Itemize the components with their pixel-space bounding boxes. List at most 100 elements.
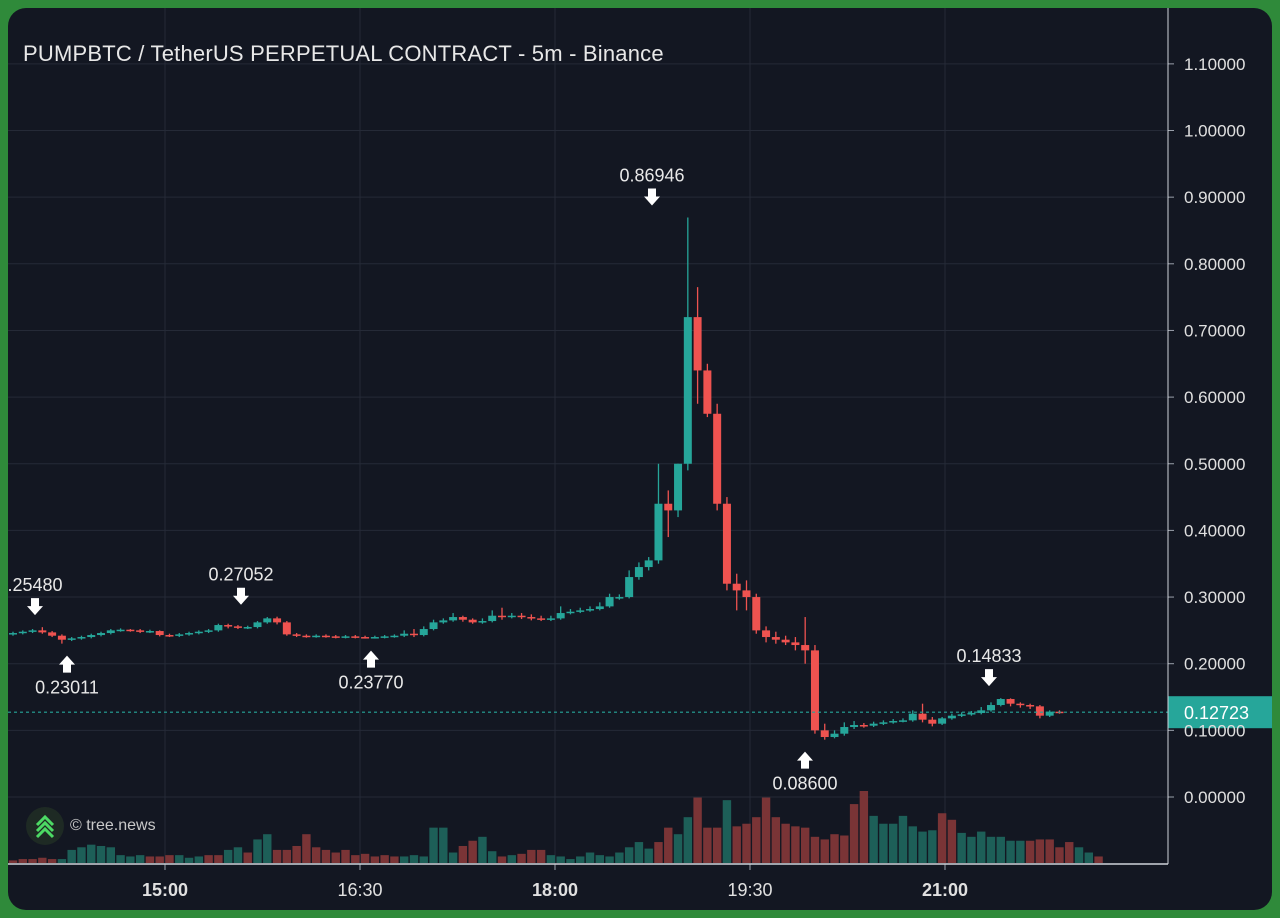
volume-bar: [908, 826, 917, 863]
price-annotations: 0.25480 0.23011 0.27052 0.23770 0.86946 0.086…: [8, 166, 1022, 794]
annotation-low: 0.23011: [35, 655, 99, 698]
volume-bar: [1045, 839, 1054, 863]
volume-bar: [742, 823, 751, 863]
candle-body: [791, 642, 800, 646]
candle: [840, 722, 849, 736]
candle: [321, 634, 330, 638]
volume-bar: [957, 832, 966, 863]
candlestick-chart[interactable]: 0.12723 0.25480 0.23011 0.27052 0.23770 0.86…: [8, 8, 1272, 910]
candle-body: [233, 626, 242, 628]
candle: [67, 637, 76, 642]
volume-bar: [96, 845, 106, 863]
volume-bar: [722, 800, 732, 863]
y-tick-label: 1.10000: [1184, 55, 1245, 74]
volume-bar: [380, 855, 389, 863]
candle: [898, 718, 907, 723]
candle-body: [576, 610, 585, 612]
candle: [145, 629, 154, 634]
volume-bar: [331, 852, 340, 863]
volume-bar: [791, 826, 800, 863]
volume-bar: [1074, 847, 1084, 863]
candle-body: [830, 733, 839, 738]
volume-bar: [87, 844, 96, 863]
chart-title: PUMPBTC / TetherUS PERPETUAL CONTRACT - …: [23, 41, 664, 66]
x-tick-label: 15:00: [142, 880, 188, 900]
annotation-high: 0.25480: [8, 575, 63, 616]
volume-bar: [664, 827, 673, 863]
volume-bar: [351, 855, 360, 863]
tree-news-logo-icon: [26, 807, 64, 845]
candle-body: [97, 633, 106, 636]
volume-bar: [996, 836, 1005, 863]
candle: [1016, 702, 1025, 708]
volume-bar: [527, 849, 536, 863]
candle: [449, 613, 458, 622]
candle-body: [478, 621, 487, 623]
volume-bar: [429, 827, 438, 863]
volume-bar: [155, 856, 164, 863]
candle-body: [644, 560, 653, 568]
candle-body: [820, 730, 829, 738]
candle: [889, 719, 898, 724]
volume-bar: [928, 830, 937, 863]
candle-body: [302, 635, 311, 638]
candle: [967, 711, 976, 716]
volume-bar: [448, 852, 458, 863]
candle: [869, 721, 878, 728]
candle-body: [341, 636, 350, 638]
candle-body: [625, 577, 634, 598]
volume-bar: [810, 836, 820, 863]
candle-body: [527, 617, 536, 619]
annotation-low: 0.23770: [338, 650, 404, 693]
candle: [77, 635, 86, 640]
down-arrow-icon: [981, 669, 997, 687]
candle: [576, 607, 585, 614]
candle: [683, 217, 692, 471]
candle: [1045, 710, 1054, 718]
candle-body: [908, 713, 917, 721]
y-tick-label: 1.00000: [1184, 122, 1245, 141]
candle-body: [263, 618, 272, 623]
annotation-label: 0.14833: [956, 646, 1021, 666]
candle: [586, 606, 595, 612]
candle-body: [390, 635, 399, 638]
candle: [507, 613, 516, 619]
candle-body: [664, 503, 673, 511]
annotation-label: 0.23011: [35, 678, 99, 698]
volume-bar: [556, 856, 565, 863]
candle: [361, 635, 370, 639]
axes: 1.10000 1.00000 0.90000 0.80000 0.70000 0.600…: [8, 8, 1245, 900]
candle: [97, 631, 106, 637]
candle: [263, 617, 272, 624]
candle-body: [429, 622, 438, 630]
grid-lines: [8, 8, 1168, 864]
candle-body: [28, 630, 37, 632]
candle: [194, 630, 203, 635]
y-tick-label: 0.60000: [1184, 388, 1245, 407]
candle: [351, 635, 360, 639]
candle: [106, 629, 115, 635]
volume-bar: [360, 853, 370, 863]
candle-body: [801, 645, 810, 651]
candle-body: [967, 713, 976, 715]
volume-bar: [849, 804, 859, 863]
candle-body: [732, 583, 741, 591]
volume-bar: [546, 855, 556, 863]
annotation-label: 0.23770: [338, 673, 403, 693]
candle: [771, 631, 780, 644]
candle: [28, 629, 37, 634]
volume-bar: [869, 815, 878, 863]
annotation-high: 0.27052: [208, 565, 274, 605]
candle-body: [586, 609, 595, 611]
volume-bar: [761, 797, 771, 863]
volume-bar: [233, 847, 243, 863]
candle-body: [458, 617, 467, 620]
volume-bar: [624, 847, 634, 863]
candle: [928, 717, 937, 727]
candle-body: [889, 721, 898, 723]
candle-body: [840, 727, 849, 734]
candle-body: [194, 631, 203, 634]
candle-body: [165, 635, 174, 637]
candle: [419, 626, 428, 637]
candle-body: [370, 637, 379, 639]
